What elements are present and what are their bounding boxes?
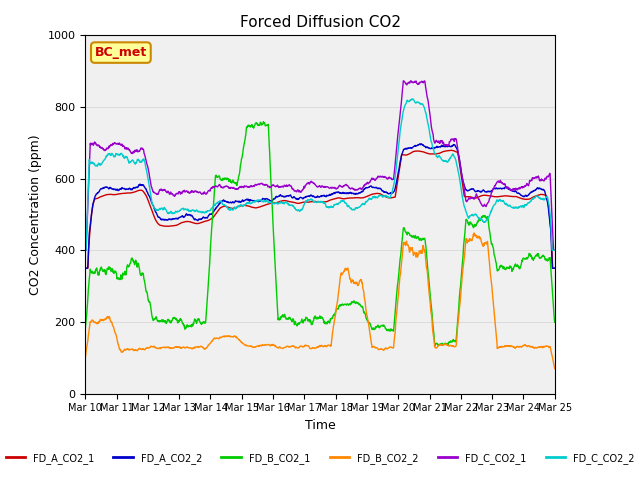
Text: BC_met: BC_met xyxy=(95,46,147,59)
FD_C_CO2_1 xyxy=(238,184,246,190)
FD_A_CO2_2 xyxy=(238,198,246,204)
FD_C_CO2_1 xyxy=(81,247,89,253)
FD_C_CO2_1 xyxy=(407,78,415,84)
FD_B_CO2_2 xyxy=(175,345,182,350)
FD_B_CO2_1 xyxy=(81,325,89,331)
FD_C_CO2_2 xyxy=(454,167,461,173)
FD_B_CO2_1 xyxy=(551,319,559,325)
FD_A_CO2_2 xyxy=(454,149,461,155)
FD_B_CO2_2 xyxy=(81,355,89,360)
Line: FD_A_CO2_1: FD_A_CO2_1 xyxy=(85,150,555,268)
FD_B_CO2_2 xyxy=(470,230,478,236)
FD_A_CO2_1 xyxy=(447,147,455,153)
FD_B_CO2_1 xyxy=(431,343,439,349)
X-axis label: Time: Time xyxy=(305,419,335,432)
FD_C_CO2_2 xyxy=(238,203,246,209)
FD_B_CO2_1 xyxy=(238,154,246,159)
FD_A_CO2_2 xyxy=(551,265,559,271)
FD_B_CO2_2 xyxy=(186,345,193,351)
FD_A_CO2_2 xyxy=(186,212,193,218)
FD_A_CO2_1 xyxy=(81,265,89,271)
FD_B_CO2_2 xyxy=(495,345,503,350)
FD_A_CO2_1 xyxy=(175,222,182,228)
FD_B_CO2_2 xyxy=(392,314,400,320)
FD_A_CO2_2 xyxy=(495,186,503,192)
Line: FD_C_CO2_2: FD_C_CO2_2 xyxy=(85,99,555,250)
FD_B_CO2_1 xyxy=(454,312,462,318)
FD_A_CO2_1 xyxy=(551,265,559,271)
Legend: FD_A_CO2_1, FD_A_CO2_2, FD_B_CO2_1, FD_B_CO2_2, FD_C_CO2_1, FD_C_CO2_2: FD_A_CO2_1, FD_A_CO2_2, FD_B_CO2_1, FD_B… xyxy=(2,449,638,468)
FD_B_CO2_1 xyxy=(186,323,193,329)
FD_A_CO2_1 xyxy=(454,149,461,155)
FD_A_CO2_1 xyxy=(392,188,400,193)
FD_B_CO2_1 xyxy=(496,265,504,271)
FD_B_CO2_1 xyxy=(175,319,182,325)
FD_C_CO2_2 xyxy=(551,247,559,253)
FD_A_CO2_1 xyxy=(238,203,246,208)
Line: FD_B_CO2_2: FD_B_CO2_2 xyxy=(85,233,555,369)
FD_C_CO2_2 xyxy=(495,197,503,203)
FD_B_CO2_2 xyxy=(551,366,559,372)
FD_A_CO2_2 xyxy=(175,216,182,221)
FD_C_CO2_2 xyxy=(186,208,193,214)
FD_B_CO2_2 xyxy=(238,340,246,346)
FD_A_CO2_2 xyxy=(392,180,400,186)
FD_C_CO2_2 xyxy=(408,96,415,102)
FD_C_CO2_2 xyxy=(81,247,89,253)
FD_B_CO2_1 xyxy=(260,119,268,124)
FD_B_CO2_1 xyxy=(392,293,400,299)
FD_B_CO2_2 xyxy=(454,326,461,332)
FD_C_CO2_1 xyxy=(175,191,182,197)
Title: Forced Diffusion CO2: Forced Diffusion CO2 xyxy=(239,15,401,30)
FD_A_CO2_2 xyxy=(81,265,89,271)
Y-axis label: CO2 Concentration (ppm): CO2 Concentration (ppm) xyxy=(29,134,42,295)
FD_C_CO2_2 xyxy=(392,166,400,171)
Line: FD_A_CO2_2: FD_A_CO2_2 xyxy=(85,144,555,268)
FD_C_CO2_2 xyxy=(175,209,182,215)
FD_C_CO2_1 xyxy=(551,247,559,253)
FD_C_CO2_1 xyxy=(454,147,461,153)
FD_C_CO2_1 xyxy=(186,190,193,196)
Line: FD_B_CO2_1: FD_B_CO2_1 xyxy=(85,121,555,346)
FD_A_CO2_1 xyxy=(186,219,193,225)
FD_C_CO2_1 xyxy=(495,180,503,185)
FD_C_CO2_1 xyxy=(392,150,400,156)
FD_A_CO2_2 xyxy=(417,141,425,147)
FD_A_CO2_1 xyxy=(495,194,503,200)
Line: FD_C_CO2_1: FD_C_CO2_1 xyxy=(85,81,555,250)
